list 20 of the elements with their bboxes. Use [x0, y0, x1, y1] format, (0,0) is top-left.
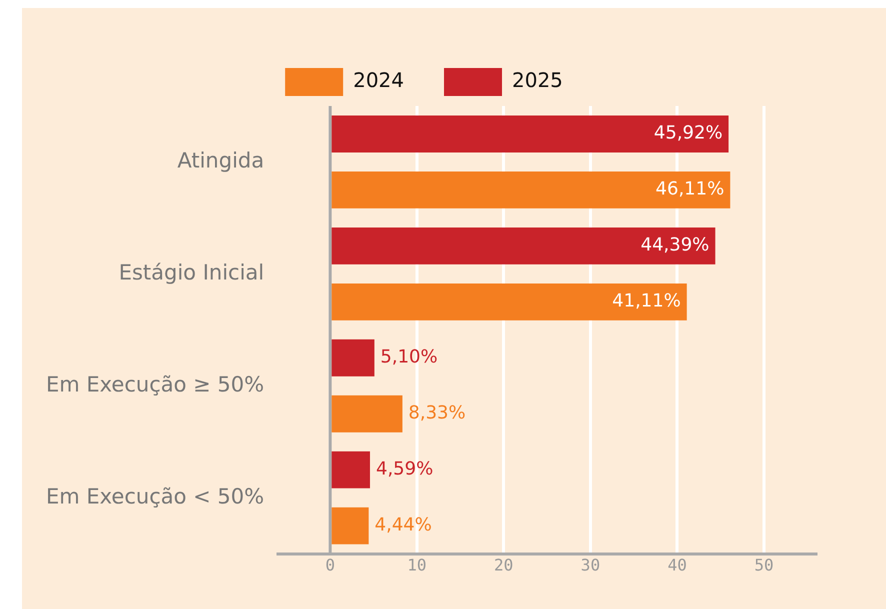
x-tick-label: 30: [580, 556, 600, 575]
y-tick-label: Estágio Inicial: [118, 260, 264, 284]
data-label: 8,33%: [408, 402, 466, 424]
y-tick-label: Em Execução < 50%: [46, 484, 264, 508]
y-tick-label: Em Execução ≥ 50%: [46, 372, 264, 396]
data-label: 5,10%: [380, 346, 438, 368]
legend-label: 2025: [512, 68, 563, 92]
data-label: 44,39%: [640, 234, 710, 256]
x-tick-label: 0: [325, 556, 335, 575]
legend-label: 2024: [353, 68, 404, 92]
x-tick-label: 20: [494, 556, 514, 575]
data-label: 4,59%: [376, 458, 434, 480]
data-label: 41,11%: [612, 290, 681, 312]
data-label: 45,92%: [654, 122, 723, 144]
data-label: 46,11%: [656, 178, 724, 200]
y-tick-label: Atingida: [177, 148, 264, 172]
data-label: 4,44%: [374, 514, 432, 536]
x-tick-label: 10: [407, 556, 427, 575]
x-tick-label: 50: [754, 556, 774, 575]
x-tick-label: 40: [668, 556, 687, 575]
